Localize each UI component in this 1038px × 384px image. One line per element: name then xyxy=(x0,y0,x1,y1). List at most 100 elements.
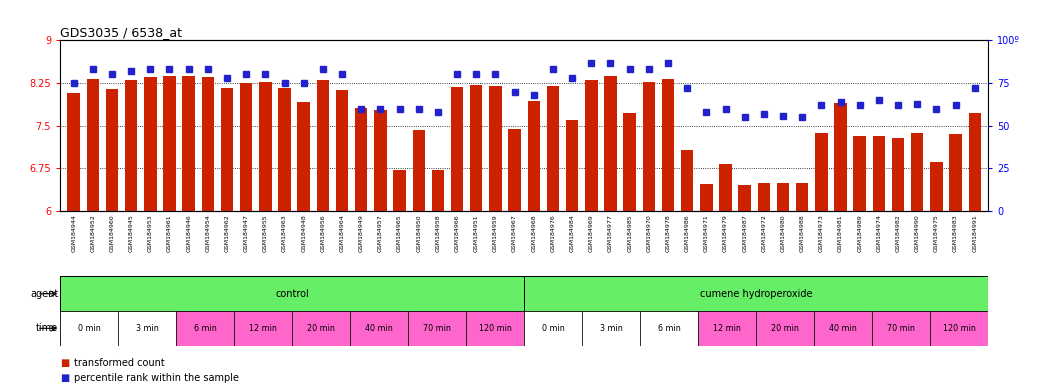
Text: 40 min: 40 min xyxy=(829,324,857,333)
Bar xyxy=(930,162,943,211)
Text: GSM184972: GSM184972 xyxy=(761,214,766,252)
Text: GSM184953: GSM184953 xyxy=(147,214,153,252)
Text: GSM184981: GSM184981 xyxy=(838,214,843,252)
Bar xyxy=(758,183,770,211)
Text: ■: ■ xyxy=(60,358,70,368)
Bar xyxy=(814,311,872,346)
Text: 70 min: 70 min xyxy=(887,324,916,333)
Bar xyxy=(681,150,693,211)
Bar xyxy=(853,136,866,211)
Bar xyxy=(393,170,406,211)
Bar xyxy=(509,129,521,211)
Text: 0 min: 0 min xyxy=(542,324,565,333)
Bar xyxy=(183,76,195,211)
Text: 3 min: 3 min xyxy=(600,324,623,333)
Bar xyxy=(930,311,988,346)
Text: GSM184991: GSM184991 xyxy=(973,214,977,252)
Text: GSM184956: GSM184956 xyxy=(321,214,325,252)
Bar xyxy=(699,311,756,346)
Text: GSM184975: GSM184975 xyxy=(934,214,939,252)
Bar xyxy=(278,88,291,211)
Bar xyxy=(524,311,582,346)
Text: GSM184974: GSM184974 xyxy=(876,214,881,252)
Text: GSM184970: GSM184970 xyxy=(647,214,651,252)
Text: transformed count: transformed count xyxy=(74,358,164,368)
Bar xyxy=(336,91,349,211)
Text: ■: ■ xyxy=(60,373,70,383)
Bar xyxy=(144,77,157,211)
Text: GSM184977: GSM184977 xyxy=(608,214,613,252)
Text: GSM184980: GSM184980 xyxy=(781,214,786,252)
Text: 120 min: 120 min xyxy=(943,324,976,333)
Text: GSM184947: GSM184947 xyxy=(244,214,249,252)
Text: GSM184982: GSM184982 xyxy=(896,214,901,252)
Text: GSM184957: GSM184957 xyxy=(378,214,383,252)
Bar xyxy=(292,311,350,346)
Text: GSM184971: GSM184971 xyxy=(704,214,709,252)
Text: GDS3035 / 6538_at: GDS3035 / 6538_at xyxy=(60,26,183,39)
Bar xyxy=(643,82,655,211)
Bar xyxy=(835,103,847,211)
Text: 120 min: 120 min xyxy=(479,324,512,333)
Bar xyxy=(700,184,712,211)
Text: GSM184976: GSM184976 xyxy=(550,214,555,252)
Text: GSM184963: GSM184963 xyxy=(282,214,288,252)
Bar xyxy=(582,311,640,346)
Bar xyxy=(221,88,234,211)
Text: GSM184962: GSM184962 xyxy=(224,214,229,252)
Bar xyxy=(640,311,699,346)
Text: percentile rank within the sample: percentile rank within the sample xyxy=(74,373,239,383)
Bar xyxy=(374,110,386,211)
Bar xyxy=(235,311,293,346)
Text: GSM184966: GSM184966 xyxy=(455,214,460,252)
Text: GSM184986: GSM184986 xyxy=(685,214,689,252)
Text: GSM184983: GSM184983 xyxy=(953,214,958,252)
Bar xyxy=(163,76,175,211)
Text: GSM184973: GSM184973 xyxy=(819,214,824,252)
Bar xyxy=(350,311,408,346)
Bar xyxy=(317,80,329,211)
Text: GSM184948: GSM184948 xyxy=(301,214,306,252)
Bar xyxy=(432,170,444,211)
Bar xyxy=(466,311,524,346)
Bar xyxy=(201,77,214,211)
Bar xyxy=(968,113,981,211)
Bar xyxy=(911,132,924,211)
Text: 6 min: 6 min xyxy=(194,324,217,333)
Bar xyxy=(624,113,636,211)
Text: agent: agent xyxy=(30,289,58,299)
Bar xyxy=(872,311,930,346)
Bar xyxy=(470,85,483,211)
Text: 12 min: 12 min xyxy=(249,324,277,333)
Text: GSM184988: GSM184988 xyxy=(799,214,804,252)
Text: GSM184951: GSM184951 xyxy=(473,214,479,252)
Bar xyxy=(298,102,310,211)
Text: GSM184985: GSM184985 xyxy=(627,214,632,252)
Bar xyxy=(815,133,827,211)
Bar xyxy=(566,120,578,211)
Bar xyxy=(118,311,176,346)
Text: GSM184969: GSM184969 xyxy=(589,214,594,252)
Text: GSM184987: GSM184987 xyxy=(742,214,747,252)
Bar xyxy=(408,311,466,346)
Text: GSM184965: GSM184965 xyxy=(398,214,402,252)
Bar xyxy=(547,86,559,211)
Text: GSM184949: GSM184949 xyxy=(359,214,363,252)
Text: control: control xyxy=(275,289,309,299)
Text: 12 min: 12 min xyxy=(713,324,741,333)
Bar xyxy=(60,276,524,311)
Bar xyxy=(892,138,904,211)
Text: 20 min: 20 min xyxy=(307,324,335,333)
Bar xyxy=(67,93,80,211)
Text: 3 min: 3 min xyxy=(136,324,159,333)
Bar xyxy=(950,134,962,211)
Bar xyxy=(125,80,137,211)
Text: GSM184968: GSM184968 xyxy=(531,214,537,252)
Bar xyxy=(355,108,367,211)
Text: GSM184954: GSM184954 xyxy=(206,214,211,252)
Text: GSM184944: GSM184944 xyxy=(72,214,76,252)
Bar xyxy=(412,130,425,211)
Bar xyxy=(873,136,885,211)
Text: 20 min: 20 min xyxy=(771,324,799,333)
Text: GSM184979: GSM184979 xyxy=(723,214,728,252)
